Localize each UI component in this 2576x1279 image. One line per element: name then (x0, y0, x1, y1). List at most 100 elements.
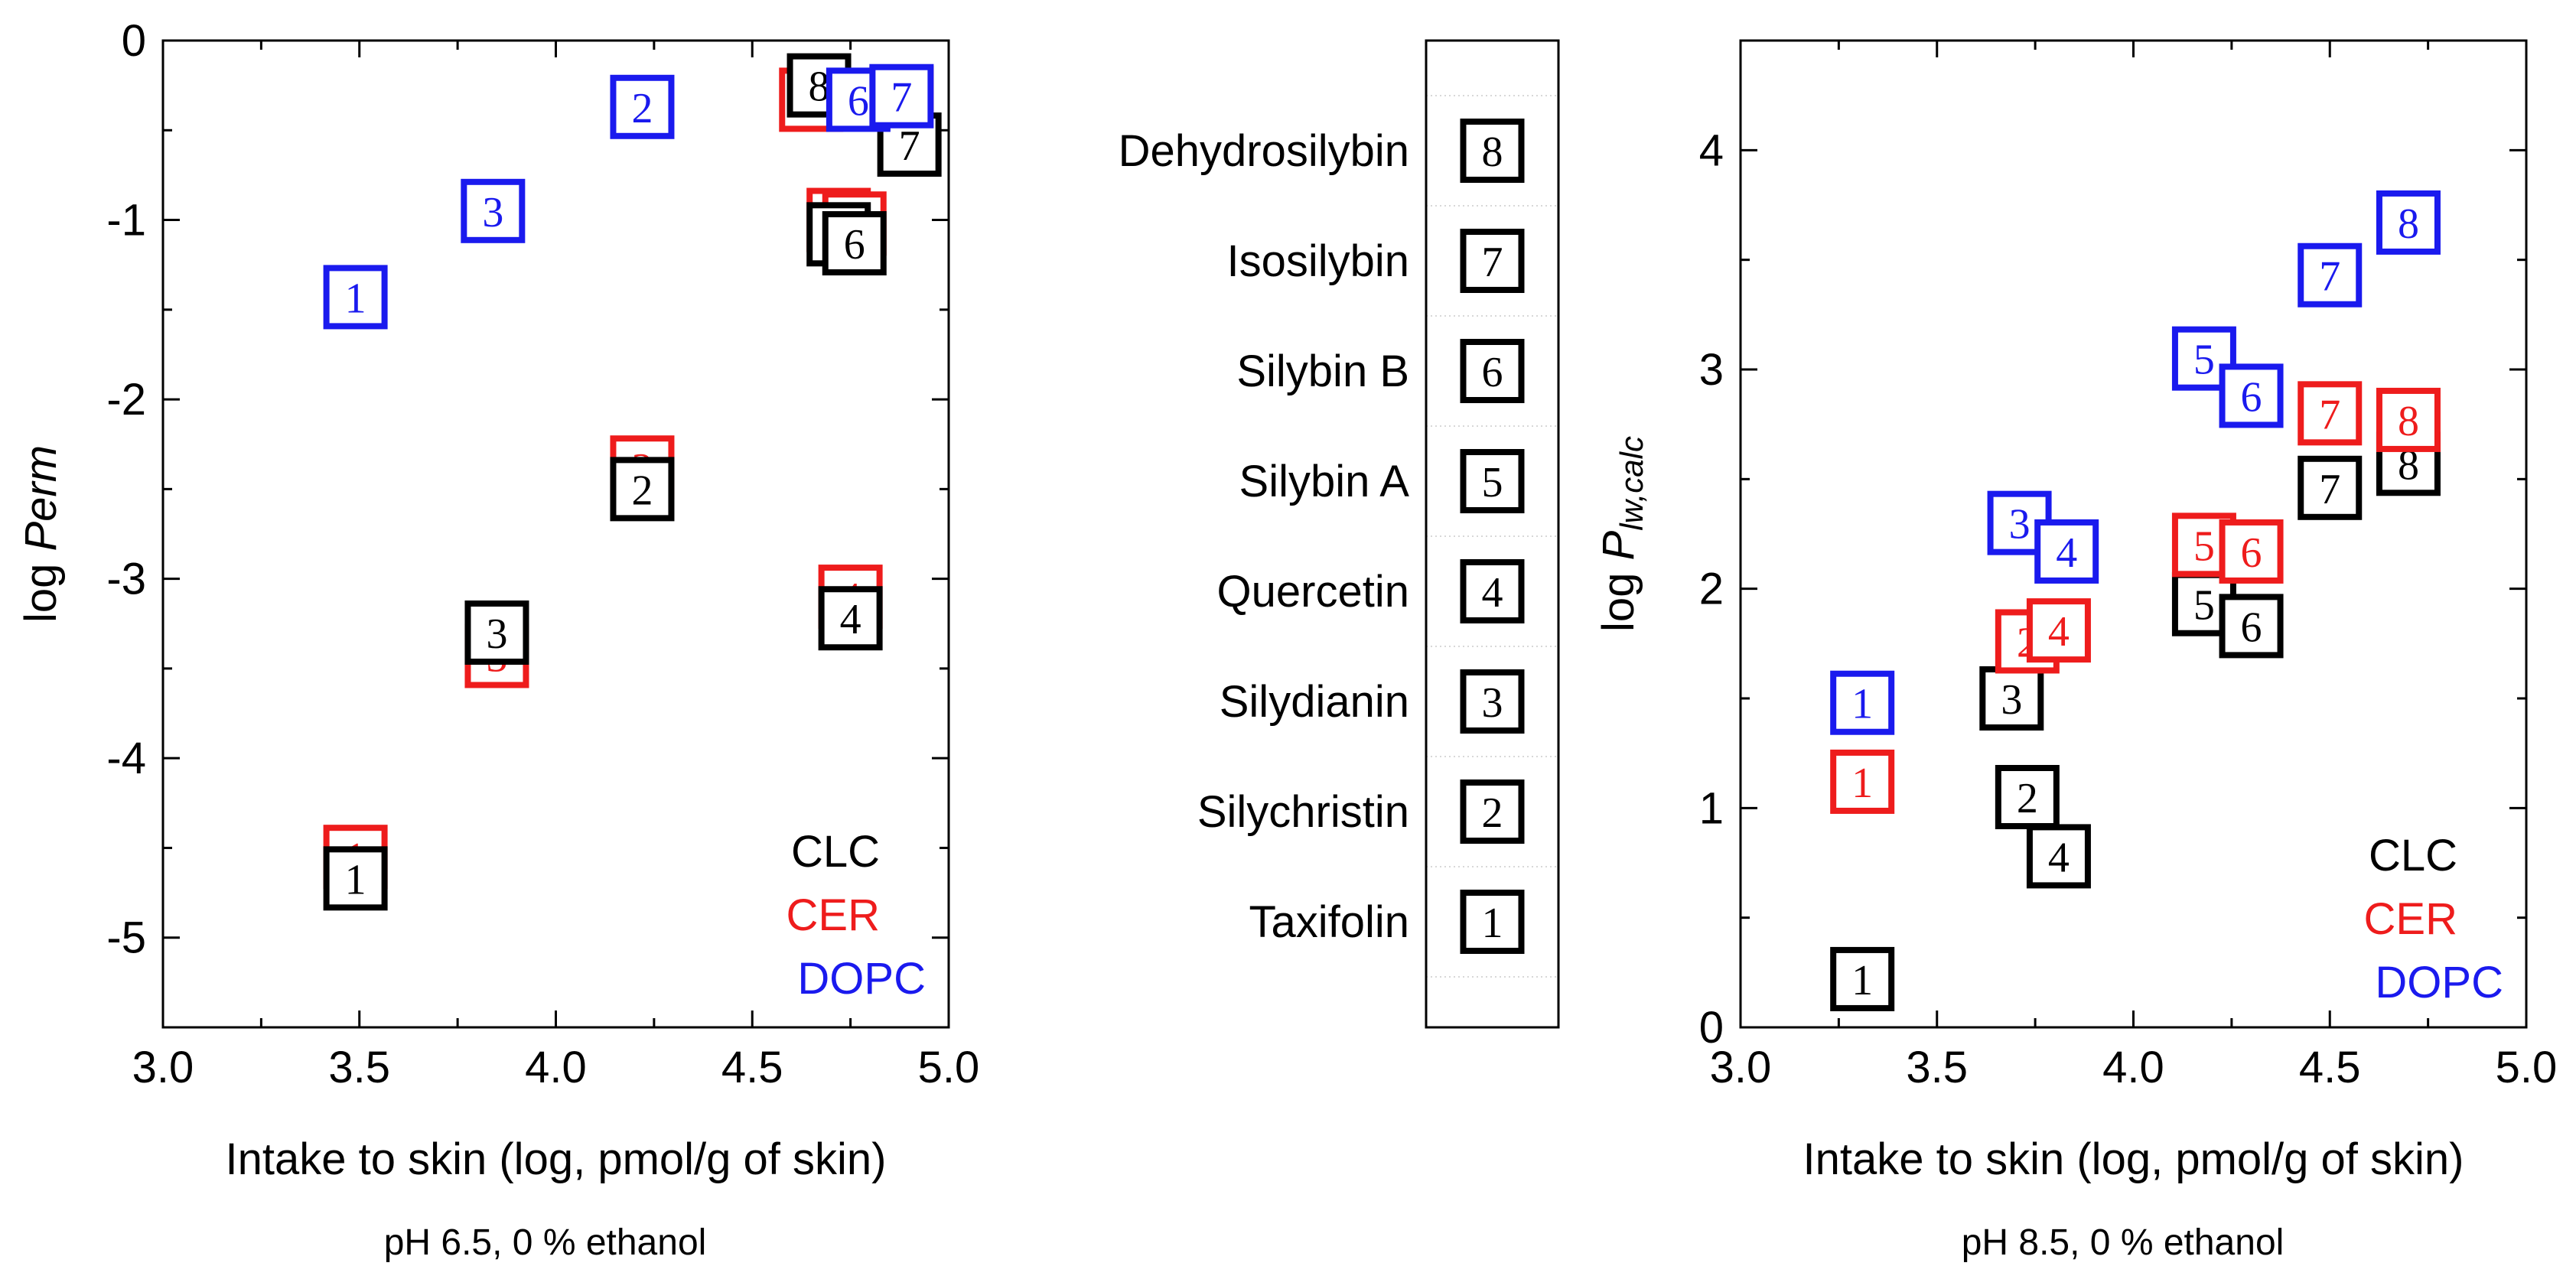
marker-dopc-6: 6 (2219, 363, 2284, 428)
marker-clc-4: 4 (2026, 824, 2091, 889)
right-legend-dopc: DOPC (2375, 958, 2503, 1007)
marker-label: 5 (2193, 522, 2215, 570)
y-tick-label: 0 (122, 16, 146, 66)
y-tick-label: -2 (106, 375, 146, 425)
marker-label: 1 (1851, 760, 1873, 807)
marker-box (2298, 381, 2363, 446)
left-y-axis-label: log Perm (16, 445, 66, 623)
marker-box (2026, 824, 2091, 889)
marker-label: 2 (631, 85, 653, 132)
compound-name: Silybin B (1236, 347, 1409, 396)
marker-box (610, 74, 675, 139)
compound-number-box (1460, 559, 1525, 623)
marker-box (323, 846, 388, 911)
marker-label: 8 (2398, 398, 2419, 445)
compound-number: 8 (1482, 129, 1503, 176)
marker-clc-2: 2 (610, 457, 675, 522)
compound-number-box (1460, 119, 1525, 183)
compound-row-2: Silychristin 2 (1197, 779, 1525, 844)
marker-label: 5 (2193, 337, 2215, 384)
marker-label: 7 (2319, 466, 2340, 513)
y-tick-label: 3 (1699, 345, 1724, 395)
marker-cer-8: 8 (2376, 387, 2441, 452)
compound-number: 7 (1482, 239, 1503, 286)
compound-row-5: Silybin A 5 (1239, 449, 1525, 513)
y-tick-label: 1 (1699, 783, 1724, 833)
x-tick-label: 4.0 (525, 1043, 587, 1092)
marker-box (464, 600, 529, 665)
marker-box (2219, 594, 2284, 659)
marker-box (2376, 387, 2441, 452)
compound-name: Silydianin (1220, 677, 1409, 727)
left-plot-frame (161, 39, 950, 1029)
marker-label: 4 (2056, 529, 2077, 577)
marker-clc-2: 2 (1995, 765, 2060, 829)
left-x-axis-label: Intake to skin (log, pmol/g of skin) (226, 1134, 887, 1184)
marker-label: 2 (631, 467, 653, 514)
right-plot-frame (1739, 39, 2528, 1029)
marker-box (2298, 455, 2363, 520)
marker-label: 7 (899, 122, 920, 170)
marker-box (2026, 598, 2091, 663)
compound-name: Dehydrosilybin (1119, 126, 1409, 176)
marker-clc-7: 7 (2298, 455, 2363, 520)
marker-box (2219, 363, 2284, 428)
compound-row-7: Isosilybin 7 (1226, 229, 1525, 293)
marker-clc-6: 6 (822, 211, 887, 276)
marker-box (822, 211, 887, 276)
marker-label: 1 (345, 275, 366, 322)
compound-number-box (1460, 779, 1525, 844)
marker-dopc-8: 8 (2376, 190, 2441, 255)
y-tick-label: -4 (106, 734, 146, 783)
marker-box (818, 586, 883, 651)
marker-clc-3: 3 (1979, 666, 2044, 731)
x-tick-label: 5.0 (918, 1043, 980, 1092)
compound-number: 5 (1482, 459, 1503, 506)
marker-label: 2 (2017, 775, 2038, 822)
compound-number: 6 (1482, 349, 1503, 396)
compound-row-1: Taxifolin 1 (1249, 890, 1525, 954)
marker-box (2034, 519, 2099, 584)
marker-dopc-3: 3 (461, 178, 526, 243)
marker-box (610, 457, 675, 522)
compound-row-8: Dehydrosilybin 8 (1119, 119, 1525, 183)
marker-dopc-2: 2 (610, 74, 675, 139)
marker-label: 8 (2398, 200, 2419, 248)
compound-row-4: Quercetin 4 (1217, 559, 1525, 623)
compound-name: Silychristin (1197, 787, 1409, 837)
y-tick-label: -3 (106, 555, 146, 604)
marker-cer-5: 5 (2171, 513, 2236, 578)
marker-box (1830, 946, 1895, 1011)
right-y-axis-label-sub: lw,calc (1614, 436, 1649, 531)
marker-cer-4: 4 (2026, 598, 2091, 663)
left-legend-clc: CLC (791, 827, 880, 877)
marker-cer-6: 6 (2219, 519, 2284, 584)
compound-row-6: Silybin B 6 (1236, 339, 1525, 403)
right-legend: CLC CER DOPC (2364, 831, 2503, 1007)
left-legend-cer: CER (786, 890, 880, 940)
compound-number-box (1460, 449, 1525, 513)
y-tick-label: 4 (1699, 125, 1724, 175)
y-tick-label: -1 (106, 196, 146, 246)
marker-clc-1: 1 (323, 846, 388, 911)
compound-number-box (1460, 669, 1525, 734)
marker-box (2298, 242, 2363, 308)
marker-label: 1 (1851, 957, 1873, 1004)
marker-box (2219, 519, 2284, 584)
compound-name: Taxifolin (1249, 897, 1409, 947)
marker-box (323, 265, 388, 330)
x-tick-label: 3.5 (328, 1043, 390, 1092)
compound-number-box (1460, 339, 1525, 403)
marker-dopc-1: 1 (1830, 670, 1895, 735)
marker-label: 3 (482, 189, 503, 236)
left-y-axis-label-prefix: log (16, 552, 66, 623)
left-y-axis-label-italic: Perm (16, 445, 66, 552)
marker-label: 1 (1851, 681, 1873, 728)
y-tick-label: -5 (106, 913, 146, 963)
marker-dopc-4: 4 (2034, 519, 2099, 584)
marker-label: 4 (840, 596, 861, 643)
left-legend-dopc: DOPC (797, 954, 926, 1004)
y-tick-label: 0 (1699, 1003, 1724, 1053)
